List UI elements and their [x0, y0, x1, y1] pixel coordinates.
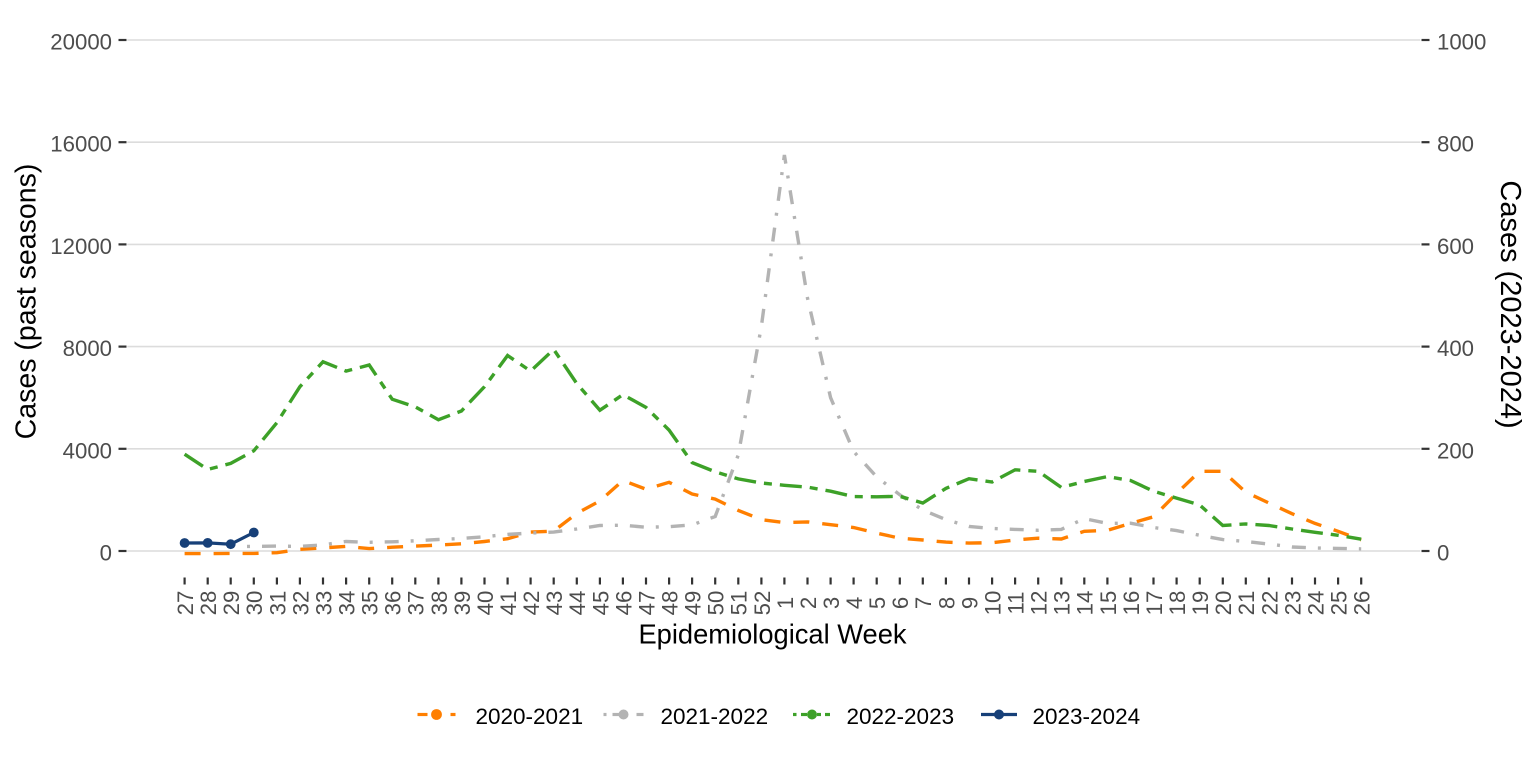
svg-text:0: 0 — [1437, 541, 1449, 566]
svg-text:25: 25 — [1327, 591, 1352, 616]
svg-text:10: 10 — [981, 591, 1006, 616]
svg-text:43: 43 — [542, 591, 567, 616]
svg-text:600: 600 — [1437, 234, 1474, 259]
svg-text:52: 52 — [750, 591, 775, 616]
svg-text:1000: 1000 — [1437, 30, 1486, 55]
svg-text:30: 30 — [242, 591, 267, 616]
svg-text:17: 17 — [1142, 591, 1167, 616]
svg-text:22: 22 — [1257, 591, 1282, 616]
svg-text:27: 27 — [173, 591, 198, 616]
svg-text:400: 400 — [1437, 336, 1474, 361]
svg-text:2020-2021: 2020-2021 — [476, 704, 584, 729]
svg-text:26: 26 — [1350, 591, 1375, 616]
svg-text:4: 4 — [842, 597, 867, 609]
svg-text:49: 49 — [681, 591, 706, 616]
svg-text:2022-2023: 2022-2023 — [847, 704, 955, 729]
svg-text:36: 36 — [381, 591, 406, 616]
svg-text:33: 33 — [311, 591, 336, 616]
svg-text:4000: 4000 — [63, 438, 112, 463]
svg-text:16000: 16000 — [50, 132, 112, 157]
svg-text:14: 14 — [1073, 591, 1098, 616]
svg-text:8: 8 — [934, 597, 959, 609]
svg-text:Epidemiological Week: Epidemiological Week — [638, 619, 906, 650]
svg-text:41: 41 — [496, 591, 521, 616]
svg-text:32: 32 — [288, 591, 313, 616]
svg-text:37: 37 — [404, 591, 429, 616]
svg-text:42: 42 — [519, 591, 544, 616]
svg-text:6: 6 — [888, 597, 913, 609]
svg-text:16: 16 — [1119, 591, 1144, 616]
svg-text:50: 50 — [704, 591, 729, 616]
svg-text:39: 39 — [450, 591, 475, 616]
svg-text:28: 28 — [196, 591, 221, 616]
svg-text:12000: 12000 — [50, 234, 112, 259]
svg-text:20000: 20000 — [50, 30, 112, 55]
svg-text:200: 200 — [1437, 438, 1474, 463]
svg-text:35: 35 — [358, 591, 383, 616]
svg-text:48: 48 — [658, 591, 683, 616]
svg-text:18: 18 — [1165, 591, 1190, 616]
svg-text:Cases (past seasons): Cases (past seasons) — [11, 164, 43, 440]
svg-text:13: 13 — [1050, 591, 1075, 616]
svg-text:1: 1 — [773, 597, 798, 609]
svg-text:38: 38 — [427, 591, 452, 616]
svg-text:40: 40 — [473, 591, 498, 616]
svg-text:5: 5 — [865, 597, 890, 609]
svg-text:31: 31 — [265, 591, 290, 616]
svg-text:15: 15 — [1096, 591, 1121, 616]
svg-text:19: 19 — [1188, 591, 1213, 616]
svg-text:12: 12 — [1027, 591, 1052, 616]
svg-text:34: 34 — [335, 591, 360, 616]
svg-text:Cases (2023-2024): Cases (2023-2024) — [1494, 180, 1526, 428]
svg-text:11: 11 — [1004, 591, 1029, 614]
svg-text:800: 800 — [1437, 132, 1474, 157]
svg-text:21: 21 — [1234, 591, 1259, 616]
svg-text:24: 24 — [1303, 591, 1328, 616]
svg-text:0: 0 — [100, 541, 112, 566]
svg-text:29: 29 — [219, 591, 244, 616]
svg-text:7: 7 — [911, 597, 936, 609]
svg-text:2: 2 — [796, 597, 821, 609]
svg-text:20: 20 — [1211, 591, 1236, 616]
svg-text:8000: 8000 — [63, 336, 112, 361]
svg-text:9: 9 — [957, 597, 982, 609]
svg-text:47: 47 — [634, 591, 659, 616]
svg-text:2021-2022: 2021-2022 — [661, 704, 769, 729]
svg-text:46: 46 — [611, 591, 636, 616]
svg-text:23: 23 — [1280, 591, 1305, 616]
svg-text:45: 45 — [588, 591, 613, 616]
svg-text:2023-2024: 2023-2024 — [1033, 704, 1141, 729]
svg-text:51: 51 — [727, 591, 752, 616]
svg-text:44: 44 — [565, 591, 590, 616]
svg-text:3: 3 — [819, 597, 844, 609]
